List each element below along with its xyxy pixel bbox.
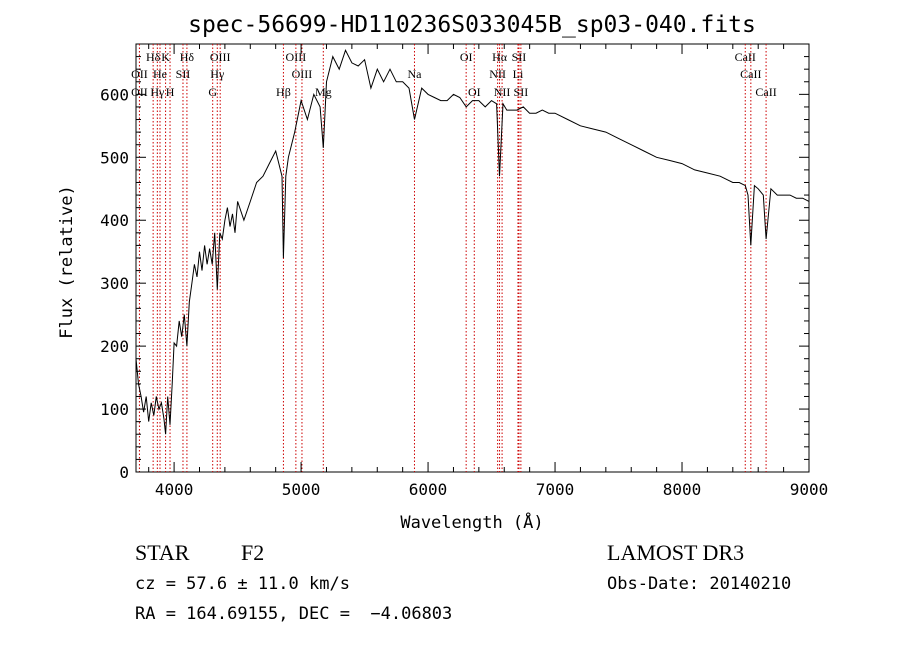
x-tick-label: 7000: [536, 480, 575, 499]
y-axis-label: Flux (relative): [57, 185, 77, 339]
y-tick-label: 300: [100, 274, 129, 293]
spectral-line-label: SII: [512, 50, 527, 64]
y-tick-label: 200: [100, 337, 129, 356]
spectral-line-label: SII: [176, 67, 191, 81]
spectral-line-label: Hγ: [210, 67, 225, 81]
spectral-line-label: CaII: [735, 50, 756, 64]
spectral-line-label: H: [166, 85, 175, 99]
spectral-line-label: CaII: [740, 67, 761, 81]
spectral-line-label: G: [208, 85, 217, 99]
spectral-line-label: NII: [489, 67, 506, 81]
spectral-line-label: Hδ: [146, 50, 161, 64]
spectral-line-label: OII: [131, 85, 148, 99]
spectral-line-label: Hδ: [180, 50, 195, 64]
spectral-line-label: Li: [513, 67, 524, 81]
axes: 4000 5000 6000 7000 8000 9000 0 100 200 300 400 500…: [100, 44, 828, 499]
x-axis-label: Wavelength (Å): [400, 511, 543, 533]
survey-name: LAMOST DR3: [607, 540, 745, 565]
spectral-line-label: Hα: [492, 50, 508, 64]
spectral-line-label: Na: [407, 67, 422, 81]
y-tick-label: 0: [119, 463, 129, 482]
spectral-line-label: OIII: [286, 50, 307, 64]
x-tick-label: 6000: [409, 480, 448, 499]
spectral-line-label: He: [153, 67, 167, 81]
spectral-line-label: Hβ: [276, 85, 291, 99]
spectral-line-label: OI: [460, 50, 473, 64]
observation-date: Obs-Date: 20140210: [607, 574, 792, 594]
spectral-line-label: Hγ: [150, 85, 165, 99]
object-class: STAR: [135, 540, 190, 565]
x-tick-label: 8000: [663, 480, 702, 499]
redshift-value: cz = 57.6 ± 11.0 km/s: [135, 574, 350, 594]
spectral-line-label: Mg: [315, 85, 332, 99]
spectral-line-label: NII: [494, 85, 511, 99]
spectral-line-label: CaII: [755, 85, 776, 99]
ra-dec-coordinates: RA = 164.69155, DEC = −4.06803: [135, 604, 453, 624]
y-tick-label: 100: [100, 400, 129, 419]
x-tick-label: 5000: [282, 480, 321, 499]
object-subclass: F2: [241, 540, 265, 565]
chart-title: spec-56699-HD110236S033045B_sp03-040.fit…: [188, 12, 756, 38]
spectral-line-label: SII: [514, 85, 529, 99]
x-tick-label: 9000: [790, 480, 829, 499]
y-tick-label: 400: [100, 211, 129, 230]
spectral-line-label: OIII: [292, 67, 313, 81]
spectral-line-label: OI: [468, 85, 481, 99]
y-tick-label: 500: [100, 148, 129, 167]
x-tick-label: 4000: [155, 480, 194, 499]
spectral-line-label: K: [161, 50, 170, 64]
spectral-line-label: OII: [131, 67, 148, 81]
spectral-line-label: OIII: [210, 50, 231, 64]
y-tick-label: 600: [100, 85, 129, 104]
plot-area-frame: [135, 43, 810, 473]
spectral-line-markers: [138, 44, 767, 472]
spectrum-line: [135, 49, 810, 435]
